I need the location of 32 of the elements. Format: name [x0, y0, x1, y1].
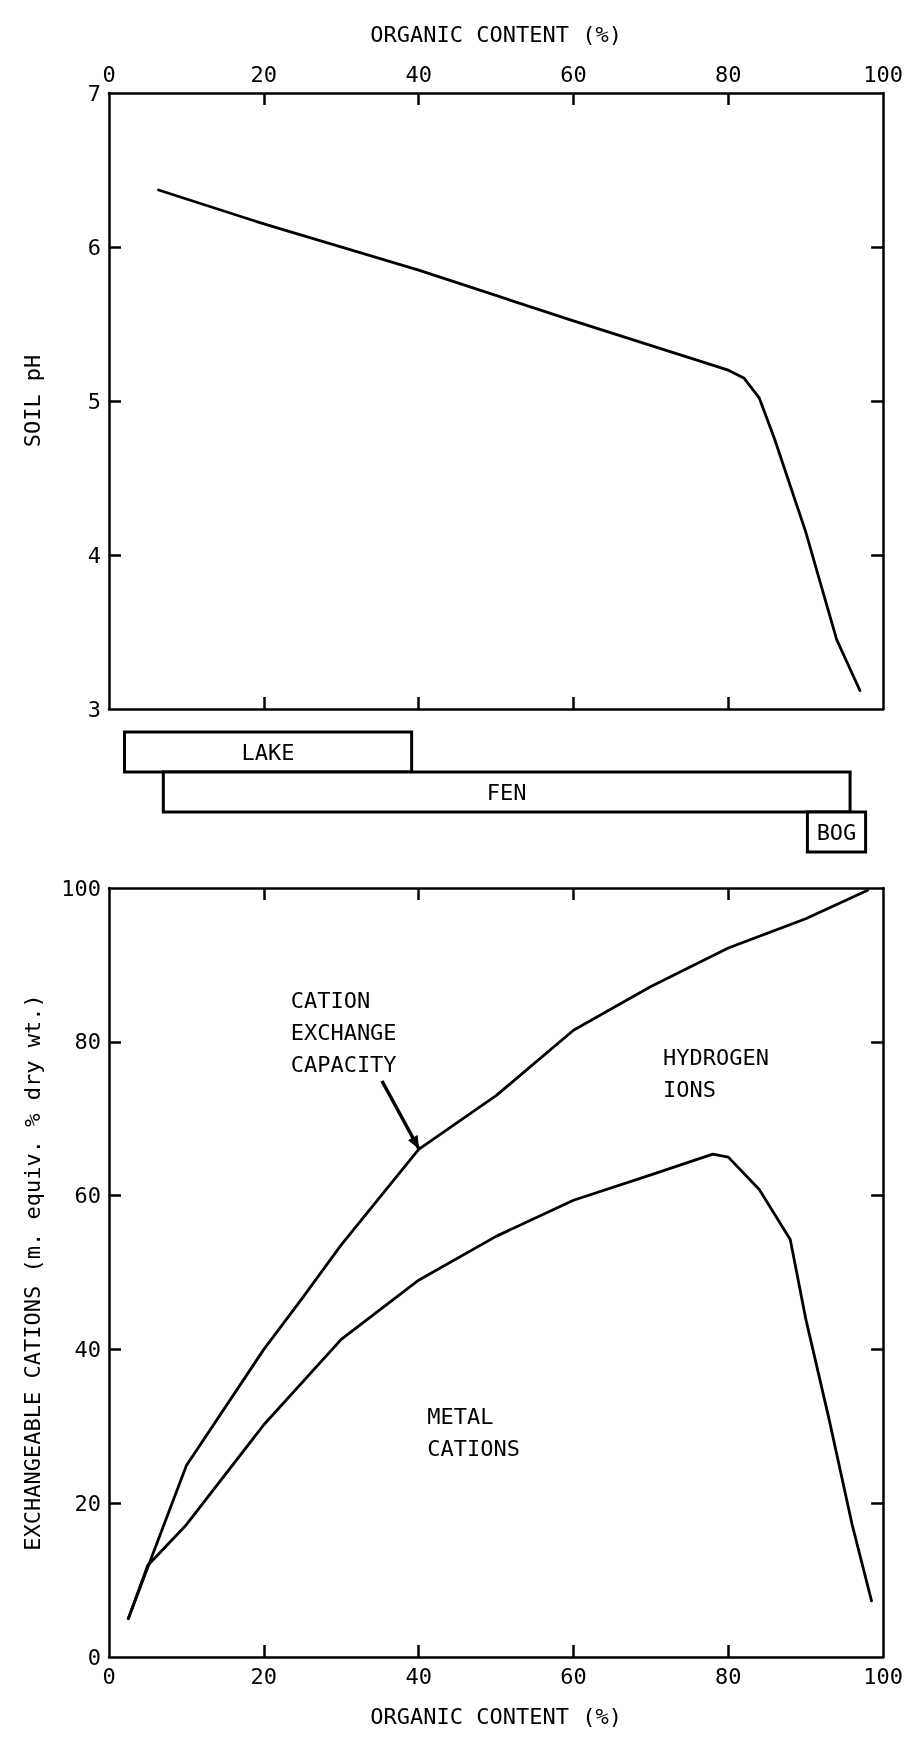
y-tick-label: BOG — [816, 819, 857, 845]
x-axis-title: ORGANIC CONTENT (%) — [370, 1703, 622, 1729]
y-tick-label: 40 — [74, 1336, 101, 1362]
y-axis-title: EXCHANGEABLE CATIONS (m. equiv. % dry wt.) — [19, 994, 45, 1551]
annotation: CATION EXCHANGE CAPACITY — [290, 987, 397, 1077]
y-tick-label: 20 — [74, 1490, 101, 1516]
y-tick-label: FEN — [486, 779, 527, 805]
y-tick-label: 4 — [87, 542, 101, 568]
y-tick-label: 7 — [87, 80, 101, 106]
x-tick-label: 100 — [863, 61, 904, 87]
y-tick-label: 0 — [87, 1644, 101, 1670]
x-tick-label: 60 — [560, 61, 587, 87]
y-tick-label: LAKE — [241, 739, 295, 765]
x-tick-label: 20 — [250, 61, 278, 87]
y-tick-label: 80 — [74, 1029, 101, 1055]
x-tick-label: 20 — [250, 1663, 278, 1689]
y-tick-label: 6 — [87, 234, 101, 260]
x-tick-label: 100 — [863, 1663, 904, 1689]
x-tick-label: 40 — [405, 61, 432, 87]
x-tick-label: 80 — [715, 1663, 742, 1689]
y-tick-label: 100 — [61, 875, 101, 901]
x-tick-label: 60 — [560, 1663, 587, 1689]
y-tick-label: 3 — [87, 696, 101, 722]
annotation: HYDROGEN IONS — [663, 1045, 770, 1103]
x-axis-title: ORGANIC CONTENT (%) — [370, 21, 622, 47]
line-series — [157, 188, 862, 692]
x-tick-label: 80 — [715, 61, 742, 87]
annotation: METAL CATIONS — [427, 1404, 520, 1462]
y-axis-title: SOIL pH — [19, 354, 45, 448]
y-tick-label: 60 — [74, 1183, 101, 1209]
x-tick-label: 40 — [405, 1663, 432, 1689]
y-tick-label: 5 — [87, 388, 101, 414]
